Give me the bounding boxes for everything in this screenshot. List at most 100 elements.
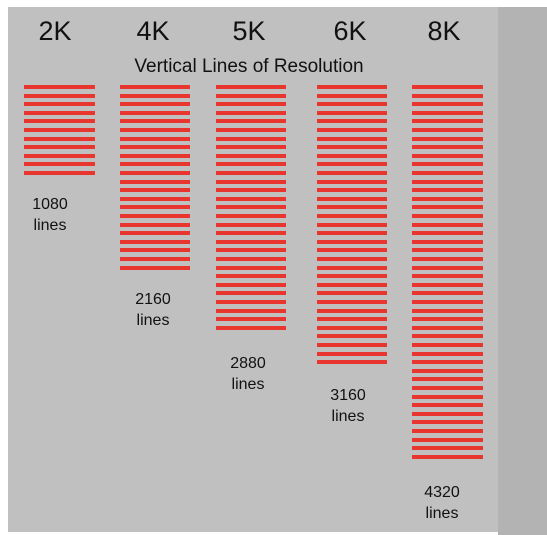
count-4k: 2160 lines — [135, 289, 171, 331]
resolution-line — [120, 231, 190, 236]
resolution-line — [24, 85, 95, 89]
count-8k-number: 4320 — [424, 484, 460, 501]
resolution-line — [412, 403, 483, 408]
resolution-line — [317, 119, 387, 124]
resolution-line — [216, 110, 286, 115]
resolution-line — [412, 265, 483, 270]
resolution-line — [120, 136, 190, 141]
count-5k-unit: lines — [231, 376, 265, 393]
resolution-line — [317, 291, 387, 296]
resolution-line — [317, 171, 387, 175]
resolution-line — [120, 102, 190, 107]
resolution-line — [216, 317, 286, 322]
resolution-line — [412, 196, 483, 201]
resolution-line — [412, 257, 483, 261]
resolution-line — [216, 102, 286, 107]
diagram-panel: 2K 4K 5K 6K 8K Vertical Lines of Resolut… — [8, 7, 498, 532]
resolution-line — [216, 257, 286, 261]
resolution-line — [120, 93, 190, 98]
resolution-line — [412, 334, 483, 339]
resolution-line — [412, 454, 483, 459]
resolution-line — [216, 162, 286, 167]
bar-stack-2k — [24, 85, 95, 176]
resolution-line — [216, 119, 286, 124]
resolution-line — [120, 162, 190, 167]
resolution-line — [216, 291, 286, 296]
resolution-line — [24, 110, 95, 115]
resolution-line — [216, 188, 286, 193]
resolution-line — [412, 437, 483, 442]
resolution-line — [412, 85, 483, 89]
resolution-line — [412, 325, 483, 330]
resolution-line — [412, 128, 483, 132]
bar-stack-4k — [120, 85, 190, 272]
resolution-line — [412, 162, 483, 167]
resolution-line — [317, 274, 387, 279]
resolution-line — [317, 248, 387, 253]
resolution-line — [317, 257, 387, 261]
resolution-line — [412, 231, 483, 236]
resolution-line — [317, 300, 387, 304]
resolution-line — [412, 386, 483, 390]
count-4k-unit: lines — [136, 312, 170, 329]
count-8k-unit: lines — [425, 505, 459, 522]
resolution-line — [412, 274, 483, 279]
resolution-line — [412, 136, 483, 141]
resolution-line — [120, 205, 190, 210]
resolution-line — [120, 196, 190, 201]
resolution-line — [120, 110, 190, 115]
resolution-line — [317, 222, 387, 227]
resolution-line — [120, 171, 190, 175]
resolution-line — [120, 248, 190, 253]
resolution-line — [412, 153, 483, 158]
resolution-line — [412, 282, 483, 287]
resolution-line — [317, 351, 387, 356]
resolution-line — [317, 360, 387, 365]
resolution-line — [120, 188, 190, 193]
resolution-line — [216, 231, 286, 236]
resolution-line — [317, 188, 387, 193]
resolution-line — [317, 128, 387, 132]
resolution-line — [317, 85, 387, 89]
resolution-line — [120, 85, 190, 89]
count-5k-number: 2880 — [230, 355, 266, 372]
resolution-line — [317, 317, 387, 322]
resolution-line — [24, 119, 95, 124]
resolution-line — [317, 308, 387, 313]
resolution-line — [412, 110, 483, 115]
resolution-line — [120, 179, 190, 184]
label-5k: 5K — [232, 16, 266, 46]
resolution-line — [216, 128, 286, 132]
resolution-line — [317, 343, 387, 347]
resolution-line — [317, 334, 387, 339]
resolution-line — [412, 291, 483, 296]
resolution-line — [317, 239, 387, 244]
resolution-line — [317, 265, 387, 270]
resolution-line — [120, 119, 190, 124]
count-2k-number: 1080 — [32, 196, 68, 213]
resolution-line — [412, 171, 483, 175]
resolution-line — [412, 102, 483, 107]
resolution-line — [412, 368, 483, 373]
resolution-line — [216, 171, 286, 175]
resolution-line — [317, 205, 387, 210]
resolution-line — [216, 325, 286, 330]
count-6k-number: 3160 — [330, 387, 366, 404]
resolution-line — [24, 128, 95, 132]
resolution-line — [120, 145, 190, 150]
resolution-line — [317, 231, 387, 236]
resolution-line — [317, 282, 387, 287]
bar-stack-8k — [412, 85, 483, 465]
resolution-line — [317, 102, 387, 107]
resolution-line — [412, 446, 483, 451]
resolution-line — [24, 153, 95, 158]
resolution-line — [216, 222, 286, 227]
resolution-line — [317, 136, 387, 141]
resolution-line — [216, 179, 286, 184]
resolution-line — [412, 377, 483, 382]
resolution-line — [412, 394, 483, 399]
resolution-line — [412, 308, 483, 313]
resolution-line — [317, 162, 387, 167]
resolution-line — [412, 188, 483, 193]
resolution-line — [412, 145, 483, 150]
